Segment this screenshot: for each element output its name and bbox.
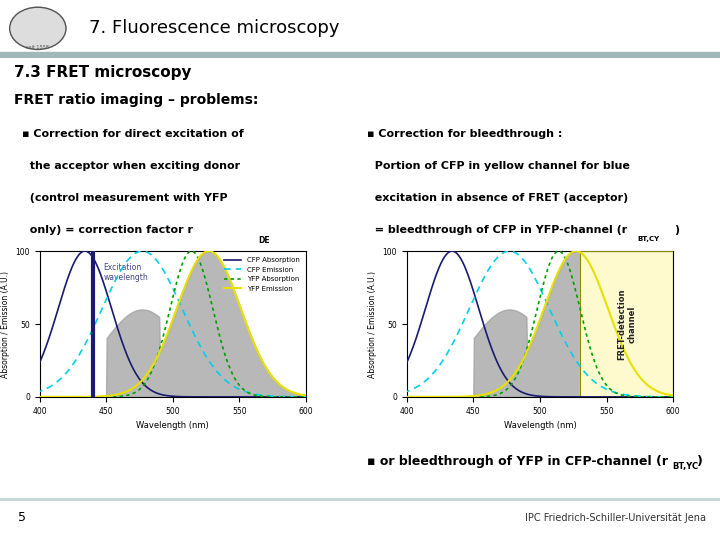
- Text: only) = correction factor r: only) = correction factor r: [22, 225, 193, 234]
- Text: IPC Friedrich-Schiller-Universität Jena: IPC Friedrich-Schiller-Universität Jena: [525, 513, 706, 523]
- Text: excitation in absence of FRET (acceptor): excitation in absence of FRET (acceptor): [367, 193, 629, 203]
- Text: FRET ratio imaging – problems:: FRET ratio imaging – problems:: [14, 93, 258, 107]
- Text: 5: 5: [18, 511, 26, 524]
- Y-axis label: Absorption / Emission (A.U.): Absorption / Emission (A.U.): [1, 271, 10, 377]
- Legend: CFP Absorption, CFP Emission, YFP Absorption, YFP Emission: CFP Absorption, CFP Emission, YFP Absorp…: [221, 254, 302, 294]
- Text: Excitation
wavelength: Excitation wavelength: [104, 263, 148, 282]
- Text: (control measurement with YFP: (control measurement with YFP: [22, 193, 228, 203]
- X-axis label: Wavelength (nm): Wavelength (nm): [503, 421, 577, 430]
- Text: DE: DE: [258, 237, 269, 246]
- Bar: [580, 251, 673, 397]
- Text: = bleedthrough of CFP in YFP-channel (r: = bleedthrough of CFP in YFP-channel (r: [367, 225, 627, 234]
- Text: the acceptor when exciting donor: the acceptor when exciting donor: [22, 161, 240, 171]
- Text: 7.3 FRET microscopy: 7.3 FRET microscopy: [14, 65, 192, 80]
- X-axis label: Wavelength (nm): Wavelength (nm): [136, 421, 210, 430]
- Text: ): ): [697, 455, 703, 468]
- Bar: [0, 52, 720, 57]
- Y-axis label: Absorption / Emission (A.U.): Absorption / Emission (A.U.): [368, 271, 377, 377]
- Text: ▪ Correction for direct excitation of: ▪ Correction for direct excitation of: [22, 129, 243, 139]
- Text: 7. Fluorescence microscopy: 7. Fluorescence microscopy: [89, 19, 340, 37]
- Text: Portion of CFP in yellow channel for blue: Portion of CFP in yellow channel for blu…: [367, 161, 630, 171]
- Text: FRET-detection
channel: FRET-detection channel: [617, 288, 636, 360]
- Circle shape: [9, 7, 66, 50]
- Text: ▪ Correction for bleedthrough :: ▪ Correction for bleedthrough :: [367, 129, 562, 139]
- Bar: [580, 251, 673, 397]
- Text: ): ): [674, 225, 679, 234]
- Text: ▪ or bleedthrough of YFP in CFP-channel (r: ▪ or bleedthrough of YFP in CFP-channel …: [367, 455, 668, 468]
- Text: seit 1558: seit 1558: [27, 45, 49, 50]
- Text: BT,CY: BT,CY: [637, 237, 660, 242]
- Text: BT,YC: BT,YC: [672, 462, 698, 471]
